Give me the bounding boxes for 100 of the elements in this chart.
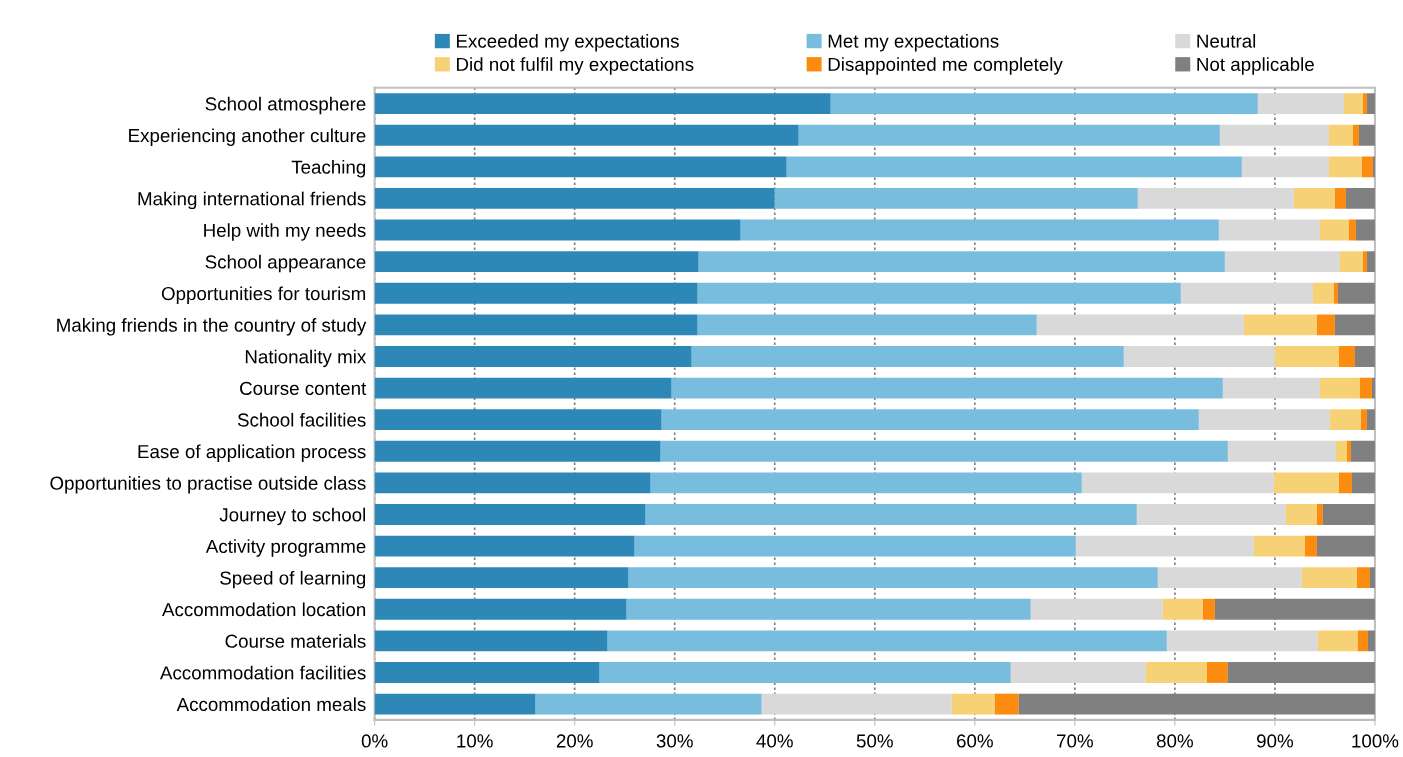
bar — [1180, 282, 1313, 304]
bar — [697, 282, 1181, 304]
bar — [1338, 472, 1352, 494]
bar — [1162, 598, 1203, 620]
bar — [798, 124, 1220, 146]
y-tick-label: Activity programme — [205, 539, 366, 557]
x-tick-label: 20% — [556, 734, 593, 748]
bar — [374, 630, 608, 652]
x-tick-label: 30% — [656, 734, 693, 748]
bar — [1348, 219, 1356, 241]
bar — [660, 440, 1228, 462]
bar — [1304, 535, 1317, 557]
bar — [761, 693, 952, 715]
y-tick-label: Accommodation meals — [176, 697, 366, 712]
bar — [650, 472, 1082, 494]
bar — [1316, 314, 1335, 336]
bar — [1137, 188, 1294, 209]
bar — [1335, 440, 1347, 462]
bar — [1357, 630, 1368, 652]
bar — [1273, 472, 1339, 494]
y-tick-label: School facilities — [237, 412, 366, 427]
bar — [1319, 377, 1360, 399]
x-tick-label: 40% — [756, 734, 793, 748]
bar — [1293, 188, 1335, 209]
bar — [628, 567, 1158, 589]
bar — [994, 693, 1019, 715]
bar — [1356, 567, 1370, 589]
bar — [374, 567, 629, 589]
bar — [1241, 156, 1329, 178]
bar — [774, 188, 1138, 209]
bar — [1206, 662, 1228, 683]
bar — [1328, 156, 1362, 178]
bar — [1337, 282, 1375, 304]
bar — [1227, 440, 1336, 462]
bar — [374, 314, 698, 336]
bar — [374, 156, 787, 178]
bar — [374, 535, 635, 557]
bar — [1329, 409, 1361, 431]
bar — [830, 93, 1258, 115]
legend-label: Met my expectations — [828, 34, 999, 52]
y-tick-label: School appearance — [205, 254, 366, 273]
y-tick-label: Course content — [240, 381, 367, 396]
bar — [1257, 93, 1344, 115]
bar — [1351, 472, 1375, 494]
y-tick-label: School atmosphere — [205, 96, 366, 115]
bar — [1198, 409, 1330, 431]
bar — [535, 693, 762, 715]
bar — [1166, 630, 1318, 652]
x-tick-label: 50% — [856, 734, 893, 748]
x-tick-label: 60% — [956, 734, 993, 748]
x-tick-label: 0% — [361, 734, 388, 748]
bar — [1243, 314, 1317, 336]
bar — [1123, 346, 1275, 367]
x-tick-label: 100% — [1352, 734, 1399, 748]
bar — [1339, 251, 1363, 273]
bar — [691, 346, 1124, 367]
y-tick-label: Help with my needs — [204, 223, 366, 241]
bar — [1316, 504, 1323, 525]
bar — [1358, 124, 1375, 146]
y-tick-label: Teaching — [291, 160, 366, 178]
bar — [374, 377, 672, 399]
bar — [698, 251, 1225, 273]
bar — [374, 662, 600, 683]
bar — [374, 440, 661, 462]
bar — [374, 346, 692, 367]
bar — [1333, 282, 1338, 304]
y-tick-label: Nationality mix — [245, 349, 367, 368]
x-tick-label: 70% — [1057, 734, 1093, 748]
y-tick-label: Accommodation location — [162, 602, 366, 617]
bar — [374, 124, 799, 146]
bar — [1274, 346, 1339, 367]
bar — [1350, 440, 1375, 462]
bar — [1334, 188, 1346, 209]
bar — [1301, 567, 1357, 589]
y-tick-label: Ease of application process — [138, 444, 366, 462]
legend-label: Not applicable — [1197, 57, 1314, 75]
y-tick-label: Opportunities to practise outside class — [50, 476, 366, 494]
bar — [1343, 93, 1363, 115]
bar — [374, 188, 775, 209]
bar — [1354, 346, 1375, 367]
bar — [1362, 93, 1367, 115]
bar — [1218, 219, 1320, 241]
bar — [374, 504, 646, 525]
bar — [661, 409, 1199, 431]
bar — [1322, 504, 1375, 525]
legend-label: Neutral — [1197, 34, 1256, 48]
bar — [1081, 472, 1274, 494]
bar — [1359, 377, 1372, 399]
bar — [1202, 598, 1215, 620]
y-tick-label: Experiencing another culture — [129, 128, 366, 146]
bar — [1362, 251, 1367, 273]
bar — [1352, 124, 1359, 146]
bar — [1219, 124, 1329, 146]
bar — [374, 219, 741, 241]
y-tick-label: Making international friends — [138, 191, 366, 210]
bar — [374, 598, 627, 620]
bar — [607, 630, 1167, 652]
bar — [374, 282, 698, 304]
bar — [1157, 567, 1302, 589]
bar — [1360, 409, 1367, 431]
